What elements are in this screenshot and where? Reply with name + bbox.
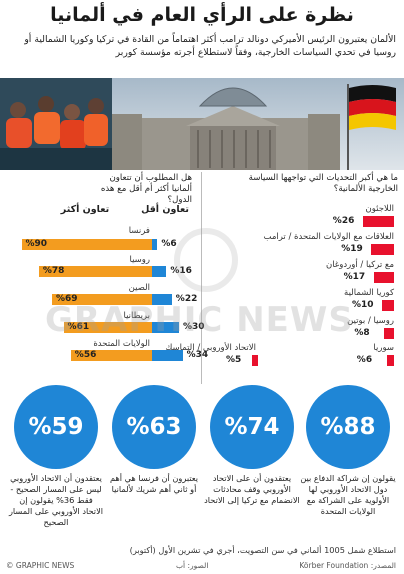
watermark: GRAPHIC NEWS [45,300,354,340]
less-cooperation-bar [152,322,179,333]
challenge-value: %19 [341,244,363,254]
challenge-label: روسيا / بوتين [347,316,394,326]
less-cooperation-value: %6 [161,239,177,249]
more-cooperation-value: %56 [74,350,97,360]
eu-label: الاتحاد الأوروبي / التماسك [165,343,256,353]
photo-credit: الصور: أب [176,561,209,570]
less-cooperation-value: %30 [183,322,205,332]
more-cooperation-bar [51,294,152,305]
challenge-value: %17 [343,272,366,282]
header-photo [0,78,404,170]
challenge-label: مع تركيا / أوردوغان [325,260,394,270]
more-cooperation-bar [21,239,152,250]
challenge-bar [386,355,394,366]
eu-bar [252,355,258,366]
challenge-label: سوريا [373,343,394,353]
more-cooperation-bar [38,266,152,277]
intro-text: الألمان يعتبرون الرئيس الأميركي دونالد ت… [24,34,396,58]
source: المصدر: Körber Foundation [299,561,396,570]
less-cooperation-bar [152,294,172,305]
challenge-bar [371,244,394,255]
more-cooperation-value: %90 [25,239,48,249]
challenge-label: اللاجئون [365,204,394,214]
header-less-cooperation: تعاون أقل [141,204,189,215]
challenge-value: %26 [332,216,355,226]
copyright: © GRAPHIC NEWS [6,561,75,570]
eu-value: %5 [226,355,242,365]
stat-caption: يقولون إن شراكة الدفاع بين دول الاتحاد ا… [300,473,396,516]
watermark-logo [174,228,238,292]
challenge-value: %8 [354,328,370,338]
less-cooperation-bar [152,266,167,277]
challenge-bar [362,216,394,227]
stat-circle-eu-track: %59 [14,385,98,469]
country-label: روسيا [129,255,151,265]
stat-caption: يعتبرون أن فرنسا هي أهم أو ثاني أهم شريك… [109,473,199,494]
stat-value: %63 [126,414,182,440]
country-label: بريطانيا [123,311,150,321]
more-cooperation-bar [63,322,152,333]
challenges-question: ما هي أكبر التحديات التي تواجهها السياسة… [248,173,398,194]
stat-value: %59 [28,414,84,440]
country-label: الولايات المتحدة [93,339,150,349]
more-cooperation-value: %69 [55,294,78,304]
less-cooperation-bar [152,239,158,250]
page-title: نظرة على الرأي العام في ألمانيا [50,4,354,26]
cooperation-question: هل المطلوب أن تتعاون ألمانيا أكثر أم أقل… [100,173,192,205]
challenge-value: %10 [352,300,374,310]
header-more-cooperation: تعاون أكثر [60,204,110,215]
challenge-value: %6 [356,355,373,365]
stat-value: %74 [224,414,280,440]
more-cooperation-bar [70,350,152,361]
survey-footnote: استطلاع شمل 1005 ألماني في سن التصويت، أ… [129,545,396,555]
reichstag-illustration [0,78,404,170]
german-flag-icon [347,84,396,170]
challenge-label: كوريا الشمالية [344,288,394,298]
stat-circle-turkey-talks: %74 [210,385,294,469]
stat-circle-france-partner: %63 [112,385,196,469]
more-cooperation-value: %78 [42,266,65,276]
stat-caption: يعتقدون أن على الاتحاد الأوروبي وقف محاد… [204,473,300,505]
country-label: الصين [128,283,150,293]
stat-caption: يعتقدون أن الاتحاد الأوروبي ليس على المس… [8,473,104,527]
challenge-label: العلاقات مع الولايات المتحدة / ترامب [263,232,394,242]
challenge-bar [382,300,394,311]
less-cooperation-value: %22 [175,294,198,304]
challenge-bar [384,328,394,339]
stat-value: %88 [320,414,376,440]
more-cooperation-value: %61 [67,322,90,332]
country-label: فرنسا [128,226,150,236]
challenge-bar [373,272,394,283]
less-cooperation-bar [152,350,183,361]
less-cooperation-value: %34 [186,350,209,360]
stat-circle-eu-defence: %88 [306,385,390,469]
